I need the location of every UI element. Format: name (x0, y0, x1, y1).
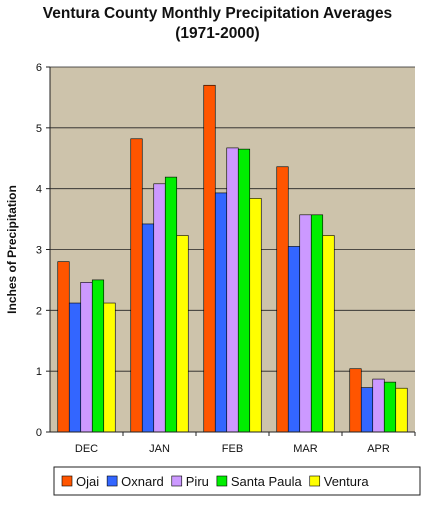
bars (57, 84, 408, 433)
bar-ventura-jan (176, 235, 189, 433)
legend: Ojai Oxnard Piru Santa Paula Ventura (53, 466, 421, 496)
legend-label: Oxnard (121, 474, 164, 489)
bar-piru-mar (299, 214, 312, 433)
legend-label: Piru (186, 474, 209, 489)
bar-oxnard-dec (68, 302, 82, 433)
bar-ojai-jan (130, 138, 143, 433)
legend-label: Ojai (76, 474, 99, 489)
y-tick-label: 0 (36, 427, 42, 439)
legend-swatch (61, 475, 73, 487)
bar-santa-paula-apr (383, 381, 397, 433)
bar-santa-paula-dec (91, 279, 105, 433)
legend-swatch (171, 475, 183, 487)
x-tick-label: JAN (149, 443, 170, 455)
legend-swatch (106, 475, 118, 487)
x-tick-label: DEC (75, 443, 98, 455)
y-tick-label: 4 (36, 184, 42, 196)
bar-piru-feb (226, 147, 239, 433)
bar-ventura-apr (395, 387, 408, 433)
y-tick-label: 2 (36, 305, 42, 317)
axes: 0 1 2 3 4 5 6 DEC JAN FEB MAR APR (36, 62, 416, 455)
y-tick-label: 3 (36, 245, 42, 257)
legend-label: Santa Paula (231, 474, 303, 489)
bar-oxnard-mar (287, 246, 301, 433)
bar-oxnard-jan (141, 223, 155, 433)
y-tick-label: 1 (36, 366, 42, 378)
chart-title-main: Ventura County Monthly Precipitation Ave… (42, 5, 393, 22)
y-axis-label: Inches of Precipitation (5, 185, 19, 314)
chart-subtitle: (1971-2000) (175, 25, 260, 42)
legend-label: Ventura (324, 474, 370, 489)
x-tick-label: APR (367, 443, 390, 455)
bar-piru-apr (372, 378, 385, 433)
bar-oxnard-feb (214, 192, 228, 433)
bar-santa-paula-mar (310, 214, 324, 433)
y-tick-label: 6 (36, 62, 42, 74)
bar-santa-paula-jan (164, 176, 178, 433)
bar-ventura-mar (322, 235, 335, 433)
bar-piru-jan (153, 183, 166, 433)
bar-ventura-feb (249, 198, 262, 433)
bar-oxnard-apr (360, 387, 374, 433)
x-tick-label: MAR (293, 443, 318, 455)
legend-swatch (216, 475, 228, 487)
y-tick-label: 5 (36, 123, 42, 135)
bar-piru-dec (80, 282, 93, 433)
bar-ojai-apr (349, 368, 362, 433)
bar-ojai-mar (276, 166, 289, 433)
bar-ojai-dec (57, 261, 70, 433)
legend-swatch (309, 475, 321, 487)
bar-santa-paula-feb (237, 148, 251, 433)
chart-title: Ventura County Monthly Precipitation Ave… (0, 4, 435, 44)
bar-ventura-dec (103, 302, 116, 433)
bar-ojai-feb (203, 84, 216, 433)
x-tick-label: FEB (222, 443, 243, 455)
